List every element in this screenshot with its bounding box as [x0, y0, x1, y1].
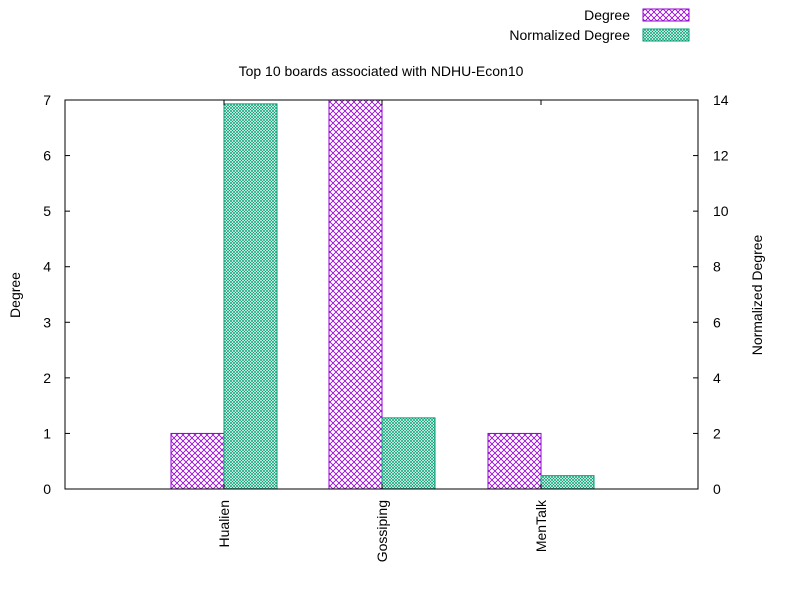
plot-frame: [64, 99, 699, 490]
y-tick-label: 2: [43, 370, 51, 386]
y-tick-label: 6: [43, 148, 51, 164]
legend-swatch-normalized-degree: [642, 28, 690, 42]
y-tick-label: 7: [43, 92, 51, 108]
y2-tick-label: 10: [713, 203, 729, 219]
y-tick-label: 5: [43, 203, 51, 219]
y2-tick-label: 8: [713, 259, 721, 275]
y2-tick-label: 0: [713, 481, 721, 497]
bar-normalized-degree-hualien: [223, 103, 278, 490]
legend-label-degree: Degree: [584, 7, 630, 23]
chart-title: Top 10 boards associated with NDHU-Econ1…: [239, 63, 524, 79]
y2-tick-label: 2: [713, 425, 721, 441]
y-tick-label: 4: [43, 259, 51, 275]
bar-degree-gossiping: [328, 99, 383, 490]
x-tick-label-mentalk: MenTalk: [533, 499, 549, 552]
legend: Degree Normalized Degree: [509, 7, 690, 43]
y-axis-label: Degree: [7, 272, 23, 318]
bar-degree-mentalk: [487, 432, 542, 490]
y2-tick-label: 14: [713, 92, 729, 108]
bar-normalized-degree-gossiping: [381, 417, 436, 490]
y2-axis-label: Normalized Degree: [749, 234, 765, 355]
y2-tick-label: 4: [713, 370, 721, 386]
y-tick-label: 1: [43, 425, 51, 441]
y2-tick-label: 12: [713, 148, 729, 164]
legend-swatch-degree: [642, 8, 690, 22]
legend-label-normalized-degree: Normalized Degree: [509, 27, 630, 43]
x-tick-label-gossiping: Gossiping: [374, 500, 390, 562]
bar-normalized-degree-mentalk: [540, 475, 595, 490]
y-tick-label: 0: [43, 481, 51, 497]
x-tick-label-hualien: Hualien: [216, 500, 232, 547]
bars: [170, 99, 595, 490]
y-tick-label: 3: [43, 314, 51, 330]
bar-degree-hualien: [170, 432, 225, 490]
y2-tick-label: 6: [713, 314, 721, 330]
